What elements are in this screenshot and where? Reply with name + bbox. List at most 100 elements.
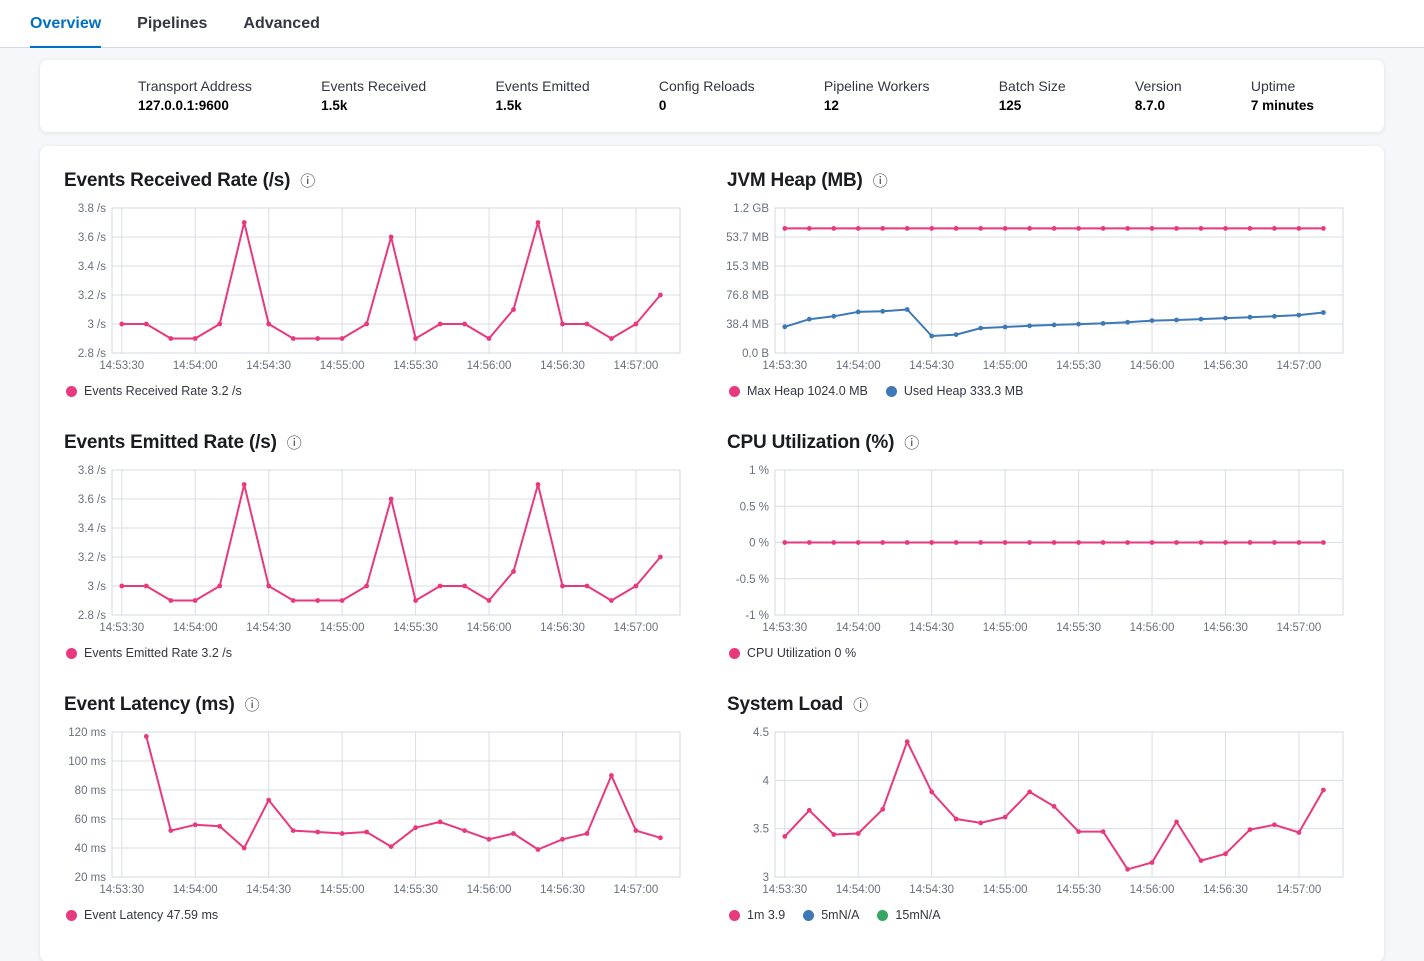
- chart-cpu-utilization: CPU Utilization (%) ⓘ 1 % 0.5 % 0 % -0.5 % -…: [727, 432, 1360, 660]
- svg-text:14:53:30: 14:53:30: [99, 360, 144, 372]
- chart-legend: 1m 3.9 5mN/A 15mN/A: [727, 908, 1360, 922]
- chart-title: Event Latency (ms): [64, 694, 235, 715]
- summary-label: Uptime: [1250, 78, 1296, 95]
- svg-text:14:55:00: 14:55:00: [983, 360, 1028, 372]
- legend-item[interactable]: Events Emitted Rate 3.2 /s: [66, 646, 232, 660]
- legend-label: Events Received Rate 3.2 /s: [84, 384, 242, 398]
- info-icon[interactable]: ⓘ: [904, 433, 920, 452]
- svg-text:3.6 /s: 3.6 /s: [78, 232, 106, 244]
- legend-item[interactable]: 5mN/A: [803, 908, 859, 922]
- svg-text:3.2 /s: 3.2 /s: [78, 290, 106, 302]
- svg-text:14:55:00: 14:55:00: [320, 360, 365, 372]
- tab-bar: Overview Pipelines Advanced: [0, 0, 1424, 48]
- svg-text:14:56:30: 14:56:30: [540, 360, 585, 372]
- summary-value: 1.5k: [321, 98, 348, 114]
- svg-text:3.2 /s: 3.2 /s: [78, 552, 106, 564]
- legend-color-dot: [729, 909, 740, 921]
- chart-title: JVM Heap (MB): [727, 170, 863, 191]
- chart-legend: Max Heap 1024.0 MB Used Heap 333.3 MB: [727, 384, 1360, 398]
- summary-item-events-received: Events Received 1.5k: [321, 76, 426, 116]
- summary-label: Version: [1134, 78, 1182, 95]
- legend-item[interactable]: Used Heap 333.3 MB: [885, 384, 1024, 398]
- chart-events-emitted-rate: Events Emitted Rate (/s) ⓘ 3.8 /s 3.6 /s 3…: [64, 432, 697, 660]
- svg-text:14:54:00: 14:54:00: [836, 360, 881, 372]
- legend-item[interactable]: 1m 3.9: [729, 908, 785, 922]
- info-icon[interactable]: ⓘ: [286, 433, 302, 452]
- node-summary-bar: Transport Address 127.0.0.1:9600 Events …: [40, 60, 1384, 132]
- svg-text:14:55:30: 14:55:30: [393, 360, 438, 372]
- info-icon[interactable]: ⓘ: [872, 171, 888, 190]
- svg-text:14:54:00: 14:54:00: [836, 884, 881, 896]
- legend-label: 15mN/A: [895, 908, 941, 922]
- legend-item[interactable]: CPU Utilization 0 %: [729, 646, 856, 660]
- legend-item[interactable]: Events Received Rate 3.2 /s: [66, 384, 242, 398]
- svg-text:60 ms: 60 ms: [75, 814, 107, 826]
- legend-item[interactable]: 15mN/A: [877, 908, 941, 922]
- summary-value: 7 minutes: [1250, 98, 1314, 114]
- chart-legend: Events Emitted Rate 3.2 /s: [64, 646, 697, 660]
- tab-overview[interactable]: Overview: [30, 0, 102, 48]
- summary-value: 0: [658, 98, 667, 114]
- chart-title: Events Received Rate (/s): [64, 170, 291, 191]
- svg-text:14:54:30: 14:54:30: [909, 884, 954, 896]
- page-content: Transport Address 127.0.0.1:9600 Events …: [0, 48, 1424, 961]
- tab-advanced[interactable]: Advanced: [243, 0, 319, 48]
- summary-value: 127.0.0.1:9600: [138, 98, 229, 114]
- svg-text:14:54:00: 14:54:00: [836, 622, 881, 634]
- line-chart-plot: 3.8 /s 3.6 /s 3.4 /s 3.2 /s 3 /s 2.8 /s14:53:…: [78, 203, 681, 372]
- svg-text:14:57:00: 14:57:00: [614, 360, 659, 372]
- svg-text:0.0 B: 0.0 B: [742, 348, 769, 360]
- summary-label: Batch Size: [998, 78, 1066, 95]
- svg-text:14:57:00: 14:57:00: [1277, 360, 1322, 372]
- summary-item-batch-size: Batch Size 125: [999, 76, 1066, 116]
- legend-color-dot: [729, 385, 740, 397]
- svg-text:80 ms: 80 ms: [75, 785, 107, 797]
- line-chart-plot: 120 ms 100 ms 80 ms 60 ms 40 ms 20 ms14:53:30…: [68, 727, 681, 896]
- svg-text:14:55:30: 14:55:30: [1056, 884, 1101, 896]
- svg-text:14:57:00: 14:57:00: [614, 884, 659, 896]
- svg-text:14:55:00: 14:55:00: [320, 884, 365, 896]
- charts-panel: Events Received Rate (/s) ⓘ 3.8 /s 3.6 /s…: [40, 146, 1384, 961]
- info-icon[interactable]: ⓘ: [300, 171, 316, 190]
- legend-item[interactable]: Event Latency 47.59 ms: [66, 908, 218, 922]
- svg-text:14:53:30: 14:53:30: [762, 360, 807, 372]
- svg-text:14:55:00: 14:55:00: [983, 884, 1028, 896]
- svg-text:14:55:30: 14:55:30: [393, 884, 438, 896]
- svg-text:14:53:30: 14:53:30: [99, 884, 144, 896]
- svg-text:14:54:00: 14:54:00: [173, 360, 218, 372]
- legend-color-dot: [877, 909, 889, 921]
- svg-text:4.5: 4.5: [753, 727, 769, 739]
- svg-text:14:57:00: 14:57:00: [1277, 884, 1322, 896]
- legend-label: CPU Utilization 0 %: [747, 646, 857, 660]
- svg-text:14:54:30: 14:54:30: [246, 884, 291, 896]
- legend-label: Event Latency 47.59 ms: [84, 908, 219, 922]
- svg-text:2.8 /s: 2.8 /s: [78, 610, 106, 622]
- legend-color-dot: [66, 647, 77, 659]
- legend-item[interactable]: Max Heap 1024.0 MB: [729, 384, 868, 398]
- svg-text:14:56:00: 14:56:00: [1130, 360, 1175, 372]
- svg-text:-1 %: -1 %: [745, 610, 769, 622]
- svg-text:14:56:00: 14:56:00: [1130, 622, 1175, 634]
- summary-item-events-emitted: Events Emitted 1.5k: [495, 76, 589, 116]
- chart-jvm-heap: JVM Heap (MB) ⓘ 1.2 GB 953.7 MB 715.3 MB 47…: [727, 170, 1360, 398]
- svg-text:3 /s: 3 /s: [87, 319, 106, 331]
- svg-text:0 %: 0 %: [749, 538, 769, 550]
- summary-value: 1.5k: [495, 98, 522, 114]
- svg-text:-0.5 %: -0.5 %: [736, 574, 769, 586]
- tab-pipelines[interactable]: Pipelines: [137, 0, 207, 48]
- svg-text:14:56:00: 14:56:00: [467, 622, 512, 634]
- svg-text:3.4 /s: 3.4 /s: [78, 523, 106, 535]
- info-icon[interactable]: ⓘ: [853, 695, 869, 714]
- legend-label: 1m 3.9: [747, 908, 786, 922]
- svg-text:120 ms: 120 ms: [68, 727, 106, 739]
- legend-label: Used Heap 333.3 MB: [903, 384, 1024, 398]
- summary-item-transport-address: Transport Address 127.0.0.1:9600: [138, 76, 252, 116]
- info-icon[interactable]: ⓘ: [244, 695, 260, 714]
- svg-text:14:57:00: 14:57:00: [1277, 622, 1322, 634]
- chart-system-load: System Load ⓘ 4.5 4 3.5 3 14:53:30 14:54:00 14…: [727, 694, 1360, 922]
- summary-label: Events Emitted: [495, 78, 590, 95]
- chart-title: CPU Utilization (%): [727, 432, 895, 453]
- chart-legend: Events Received Rate 3.2 /s: [64, 384, 697, 398]
- summary-label: Pipeline Workers: [823, 78, 930, 95]
- svg-text:3.4 /s: 3.4 /s: [78, 261, 106, 273]
